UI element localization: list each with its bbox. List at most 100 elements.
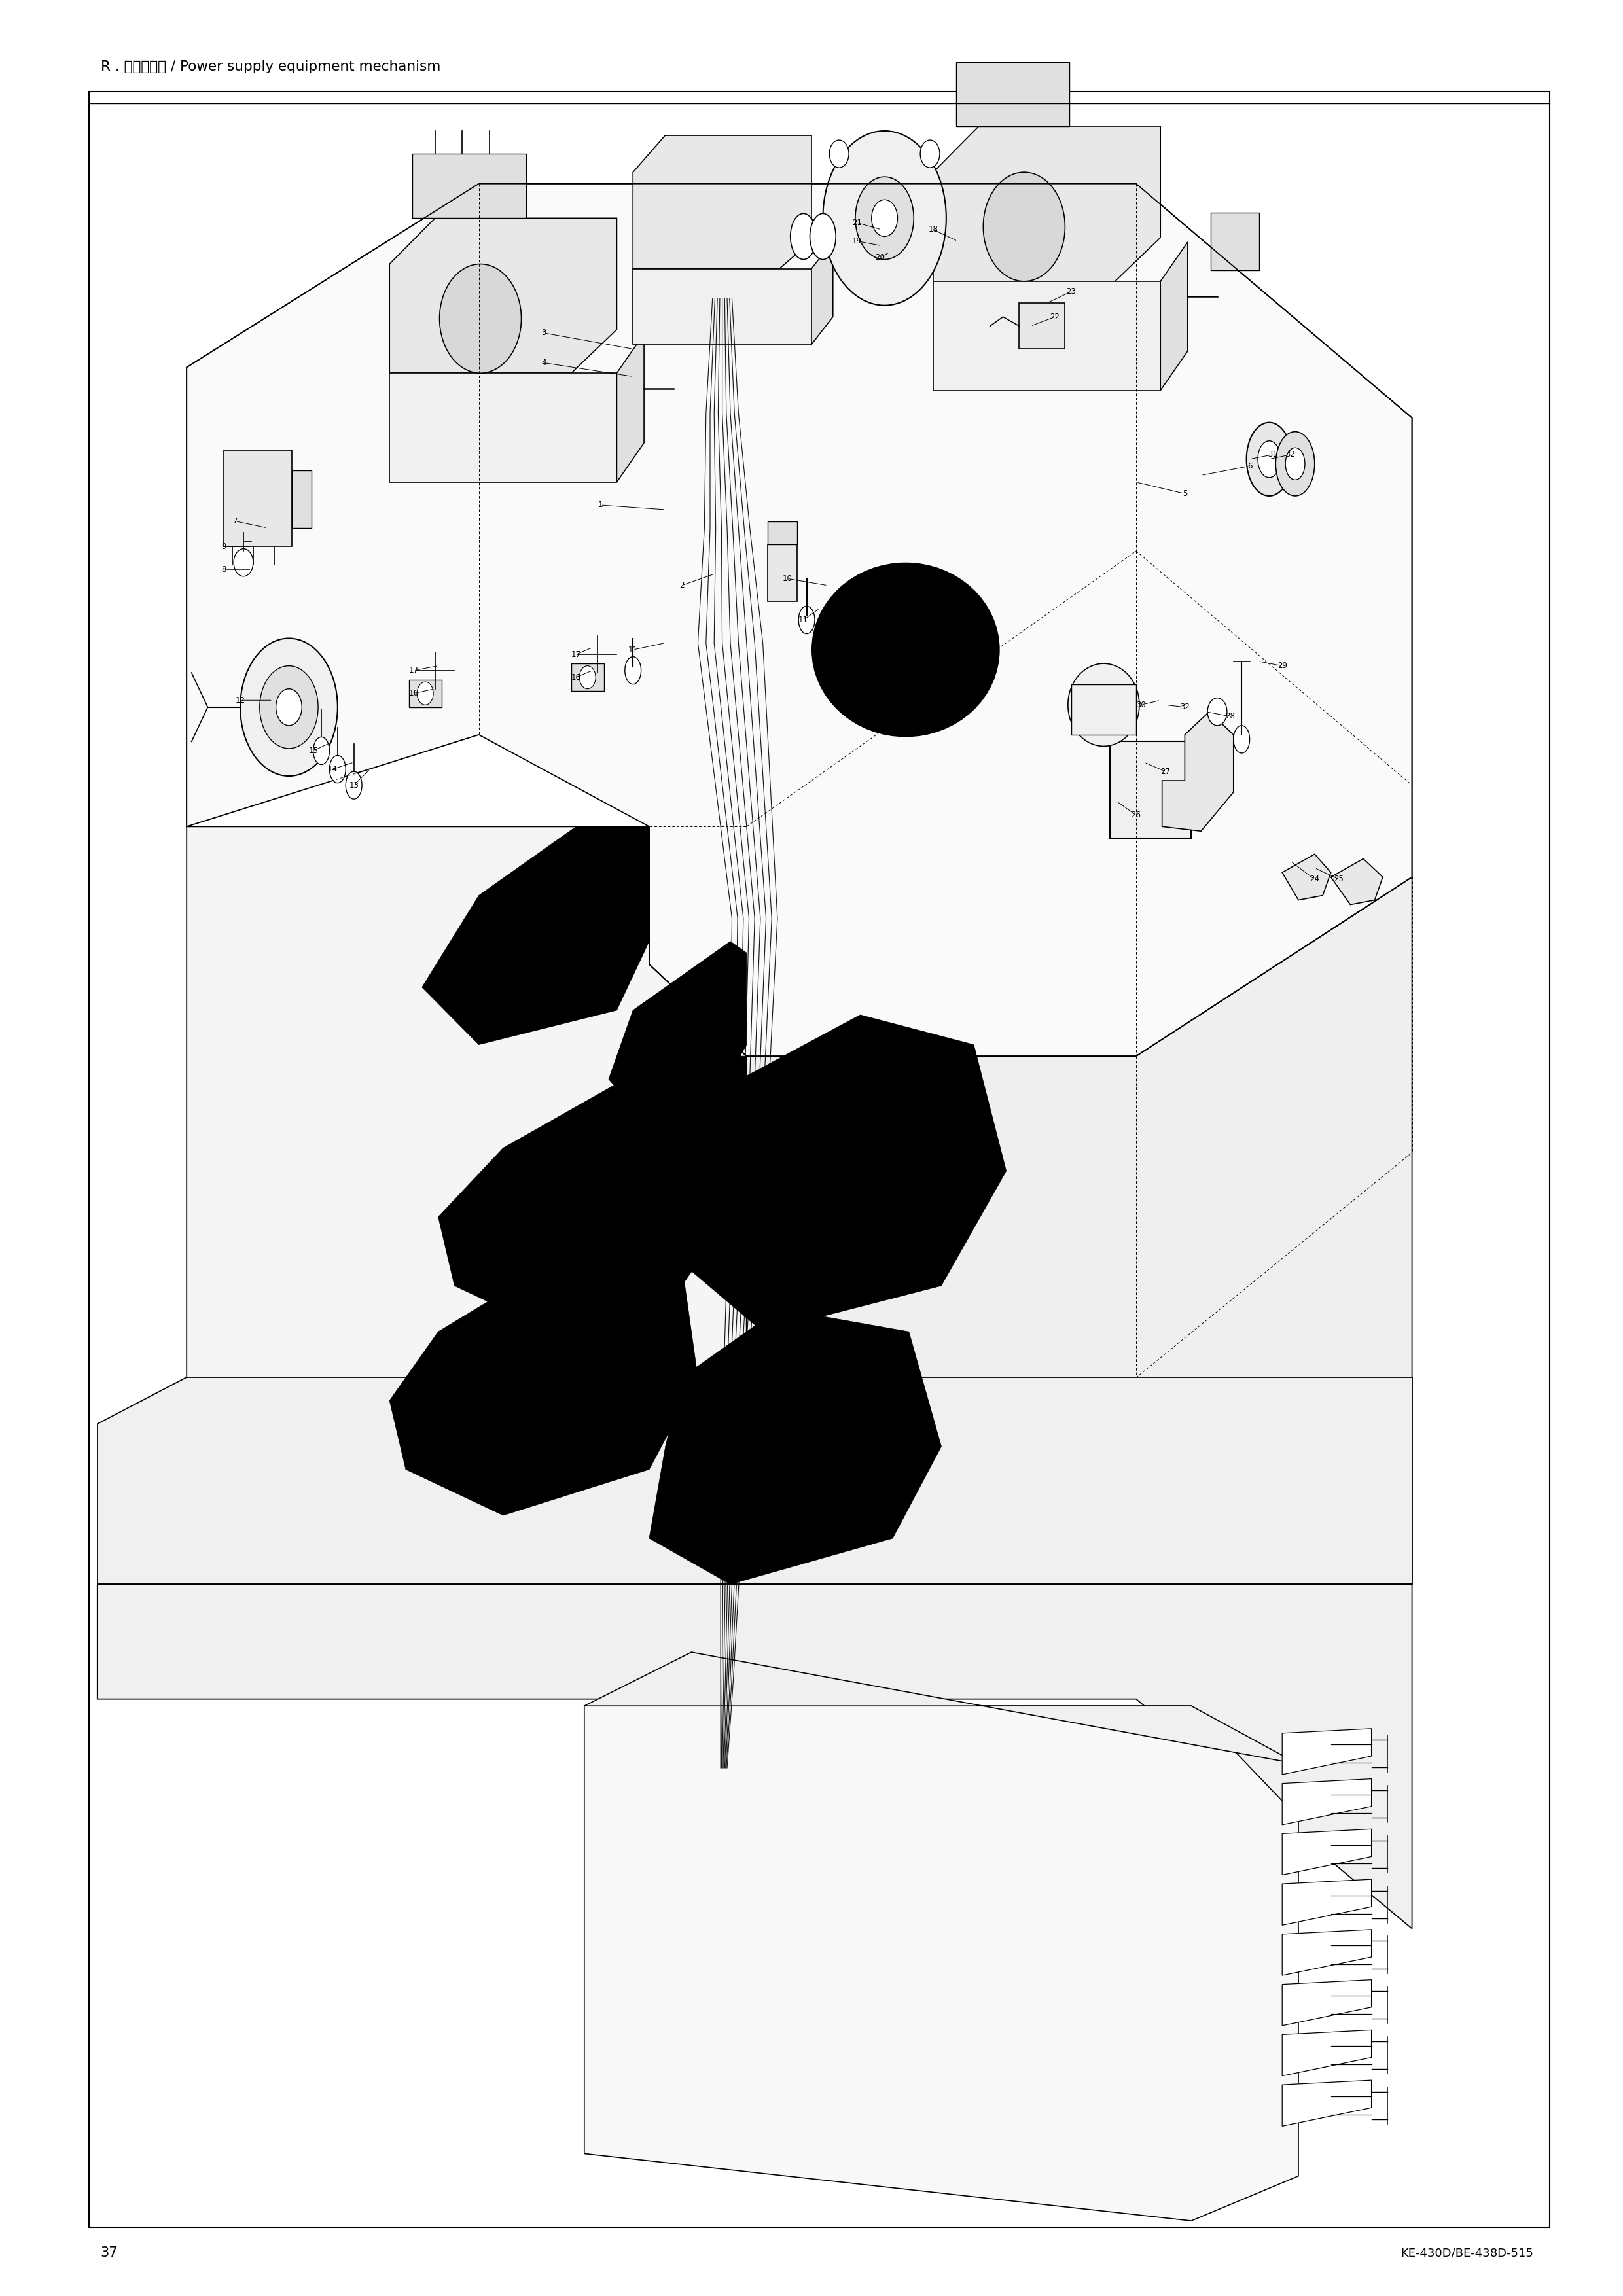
Ellipse shape — [799, 606, 815, 634]
Text: 16: 16 — [409, 689, 419, 698]
Text: 20: 20 — [875, 253, 885, 262]
Polygon shape — [1282, 1878, 1371, 1924]
Ellipse shape — [1276, 432, 1315, 496]
Polygon shape — [97, 1378, 1412, 1584]
Ellipse shape — [240, 638, 338, 776]
Polygon shape — [438, 1056, 747, 1332]
Text: R . 電装品関係 / Power supply equipment mechanism: R . 電装品関係 / Power supply equipment mecha… — [101, 60, 440, 73]
Polygon shape — [682, 1015, 1006, 1332]
Text: 29: 29 — [1277, 661, 1287, 670]
Text: 3: 3 — [542, 328, 545, 338]
Polygon shape — [649, 1309, 941, 1584]
Text: 7: 7 — [232, 517, 239, 526]
Text: 37: 37 — [101, 2245, 118, 2259]
Ellipse shape — [829, 140, 849, 168]
Polygon shape — [812, 241, 833, 344]
Polygon shape — [187, 827, 747, 1378]
Ellipse shape — [417, 682, 433, 705]
Polygon shape — [747, 877, 1412, 1378]
Bar — [1019, 303, 1065, 349]
Text: 5: 5 — [1183, 489, 1186, 498]
Polygon shape — [584, 1653, 1298, 1763]
Text: 26: 26 — [1131, 810, 1141, 820]
Ellipse shape — [1258, 441, 1281, 478]
Text: 15: 15 — [308, 746, 318, 755]
Text: 8: 8 — [222, 565, 226, 574]
Text: 24: 24 — [1310, 875, 1319, 884]
Text: 28: 28 — [1225, 712, 1235, 721]
Text: 4: 4 — [540, 358, 547, 367]
Ellipse shape — [276, 689, 302, 726]
Polygon shape — [933, 282, 1160, 390]
Polygon shape — [1331, 859, 1383, 905]
Bar — [1211, 214, 1259, 271]
Ellipse shape — [579, 666, 596, 689]
Ellipse shape — [1233, 726, 1250, 753]
Polygon shape — [1282, 2030, 1371, 2076]
Bar — [768, 521, 797, 544]
Text: 6: 6 — [1246, 461, 1253, 471]
Text: 11: 11 — [628, 645, 638, 654]
Text: 27: 27 — [1160, 767, 1170, 776]
Text: 23: 23 — [1066, 287, 1076, 296]
Polygon shape — [390, 372, 617, 482]
Text: 32: 32 — [1180, 703, 1190, 712]
Text: 22: 22 — [1050, 312, 1060, 321]
Ellipse shape — [872, 200, 898, 236]
Ellipse shape — [234, 549, 253, 576]
Text: 25: 25 — [1334, 875, 1344, 884]
Polygon shape — [390, 1263, 698, 1515]
Bar — [768, 544, 797, 602]
Ellipse shape — [1068, 664, 1139, 746]
Polygon shape — [633, 269, 812, 344]
Polygon shape — [1162, 712, 1233, 831]
Text: 17: 17 — [409, 666, 419, 675]
Ellipse shape — [440, 264, 521, 372]
Bar — [409, 680, 441, 707]
Ellipse shape — [346, 771, 362, 799]
Text: 32: 32 — [1285, 450, 1295, 459]
Polygon shape — [1282, 1830, 1371, 1876]
Text: 14: 14 — [328, 765, 338, 774]
Text: 21: 21 — [852, 218, 862, 227]
Polygon shape — [1282, 2080, 1371, 2126]
Polygon shape — [1282, 1929, 1371, 1975]
Polygon shape — [584, 1706, 1298, 2220]
Polygon shape — [1282, 1979, 1371, 2025]
Polygon shape — [633, 135, 812, 269]
Bar — [1110, 742, 1191, 838]
Text: 31: 31 — [1268, 450, 1277, 459]
Text: 11: 11 — [799, 615, 808, 625]
Text: KE-430D/BE-438D-515: KE-430D/BE-438D-515 — [1401, 2248, 1534, 2259]
Text: 2: 2 — [678, 581, 685, 590]
Ellipse shape — [313, 737, 329, 765]
Polygon shape — [617, 333, 644, 482]
Polygon shape — [933, 126, 1160, 282]
Ellipse shape — [1246, 422, 1292, 496]
Text: 12: 12 — [235, 696, 245, 705]
Text: 10: 10 — [782, 574, 792, 583]
Ellipse shape — [920, 140, 940, 168]
Text: 17: 17 — [571, 650, 581, 659]
Ellipse shape — [329, 755, 346, 783]
Bar — [1071, 684, 1136, 735]
Ellipse shape — [855, 177, 914, 259]
Text: 9: 9 — [221, 542, 227, 551]
Polygon shape — [97, 1584, 1412, 1929]
Polygon shape — [1160, 241, 1188, 390]
Ellipse shape — [260, 666, 318, 748]
Text: 13: 13 — [349, 781, 359, 790]
Ellipse shape — [984, 172, 1065, 280]
Text: 18: 18 — [928, 225, 938, 234]
Text: 30: 30 — [1136, 700, 1146, 709]
Bar — [224, 450, 292, 546]
Bar — [571, 664, 604, 691]
Ellipse shape — [823, 131, 946, 305]
Text: 16: 16 — [571, 673, 581, 682]
Ellipse shape — [625, 657, 641, 684]
Polygon shape — [390, 218, 617, 372]
Bar — [1110, 742, 1191, 838]
Bar — [412, 154, 526, 218]
Polygon shape — [1282, 854, 1331, 900]
Ellipse shape — [790, 214, 816, 259]
